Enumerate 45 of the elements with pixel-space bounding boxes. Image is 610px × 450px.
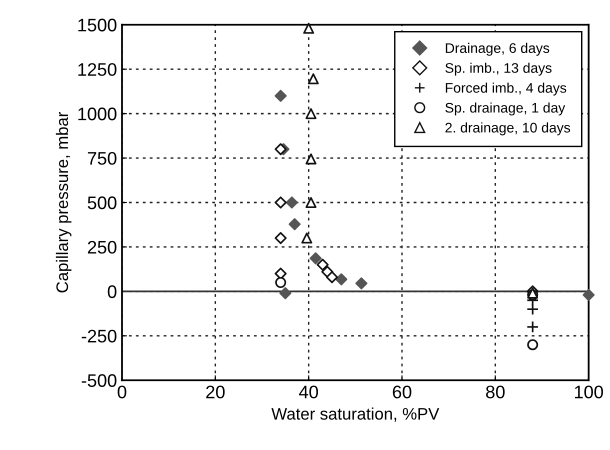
y-tick-label: 750: [88, 152, 116, 165]
point: [275, 276, 286, 288]
legend-label: Drainage, 6 days: [446, 42, 550, 56]
point: [526, 320, 539, 334]
point: [306, 108, 316, 120]
point: [306, 197, 316, 208]
y-tick-label: 1500: [78, 18, 116, 32]
point: [286, 196, 298, 209]
x-tick-label: 100: [574, 386, 604, 398]
point: [279, 287, 292, 300]
y-tick-label: -250: [82, 330, 116, 343]
x-axis-title: Water saturation, %PV: [271, 408, 440, 422]
x-tick-label: 80: [486, 386, 505, 398]
point: [308, 73, 319, 84]
y-tick-label: 1000: [78, 108, 116, 120]
point: [274, 90, 287, 102]
y-tick-label: -500: [82, 374, 116, 387]
y-axis-title: Capillary pressure, mbar: [56, 112, 72, 292]
point: [274, 143, 287, 156]
point: [310, 252, 322, 264]
y-tick-label: 250: [88, 240, 116, 254]
legend-label: Sp. drainage, 1 day: [445, 102, 566, 116]
point: [526, 302, 539, 316]
point: [527, 339, 538, 350]
point: [355, 277, 368, 290]
y-tick-label: 1250: [78, 63, 116, 76]
point: [274, 196, 287, 209]
y-tick-label: 0: [108, 285, 116, 298]
x-tick-label: 20: [206, 386, 225, 398]
point: [301, 232, 312, 244]
x-tick-label: 0: [118, 386, 126, 398]
point: [316, 258, 329, 271]
point: [582, 288, 595, 301]
point: [335, 273, 348, 286]
point: [288, 218, 301, 230]
point: [306, 153, 316, 164]
x-tick-label: 60: [392, 386, 412, 398]
legend-label: Forced imb., 4 days: [446, 82, 566, 96]
point: [303, 22, 314, 34]
y-tick-label: 500: [88, 196, 116, 210]
x-tick-label: 40: [299, 386, 318, 398]
point: [274, 232, 287, 244]
legend-label: Sp. imb., 13 days: [445, 62, 552, 76]
legend-label: 2. drainage, 10 days: [445, 122, 570, 136]
point: [326, 271, 338, 284]
